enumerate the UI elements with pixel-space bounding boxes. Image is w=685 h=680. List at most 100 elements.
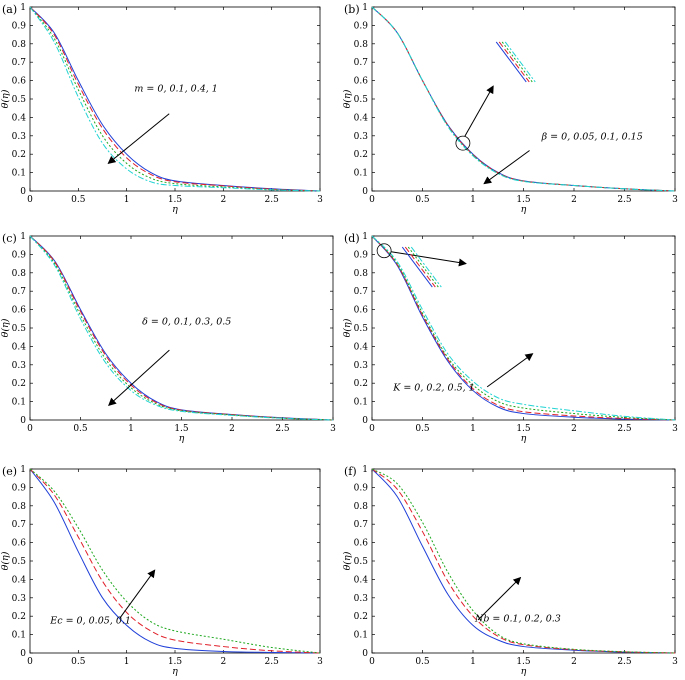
trend-arrow bbox=[107, 113, 170, 165]
y-tick-label: 0.9 bbox=[12, 250, 27, 260]
y-tick-label: 0.5 bbox=[12, 95, 27, 105]
y-tick-label: 0 bbox=[20, 187, 26, 197]
zoom-inset-line-2 bbox=[404, 246, 436, 288]
x-tick-label: 2 bbox=[571, 195, 577, 205]
zoom-inset-line-2 bbox=[498, 41, 530, 83]
x-axis-label: η bbox=[179, 433, 185, 444]
x-tick-label: 1.5 bbox=[168, 657, 183, 667]
x-tick-label: 0.5 bbox=[415, 657, 430, 667]
y-tick-label: 0.9 bbox=[354, 483, 369, 493]
curve-annotation: Nb = 0.1, 0.2, 0.3 bbox=[474, 614, 561, 625]
panel-label: (c) bbox=[2, 232, 17, 245]
y-tick-label: 0.3 bbox=[12, 361, 27, 371]
curve-annotation: Ec = 0, 0.05, 0.1 bbox=[49, 616, 131, 627]
y-axis-label: θ(η) bbox=[0, 318, 11, 337]
series-line-4 bbox=[371, 6, 676, 192]
y-tick-label: 0.4 bbox=[354, 113, 369, 123]
x-axis-label: η bbox=[172, 204, 178, 215]
y-axis-label: θ(η) bbox=[342, 318, 353, 337]
y-tick-label: 0 bbox=[362, 416, 368, 426]
x-tick-label: 1 bbox=[128, 424, 134, 434]
y-tick-label: 0.6 bbox=[354, 77, 369, 87]
x-tick-label: 1 bbox=[470, 424, 476, 434]
y-tick-label: 0.4 bbox=[354, 575, 369, 585]
y-tick-label: 0.8 bbox=[354, 269, 369, 279]
panel-b: (b) 0 0.1 0.2 0.3 0.4 0.5 0.6 0.7 0.8 0.9 1 0 0.5 1 1.5… bbox=[342, 3, 678, 215]
trend-arrow bbox=[486, 353, 534, 388]
zoom-inset-line-3 bbox=[501, 41, 533, 83]
trend-arrow bbox=[483, 150, 530, 185]
y-tick-label: 0.9 bbox=[12, 483, 27, 493]
x-tick-label: 2 bbox=[571, 424, 577, 434]
x-tick-label: 0 bbox=[27, 424, 33, 434]
zoom-circle bbox=[455, 135, 471, 151]
y-tick-label: 0.8 bbox=[12, 40, 27, 50]
zoom-circle bbox=[376, 243, 392, 259]
plot-frame bbox=[29, 235, 334, 421]
zoom-inset-line-3 bbox=[407, 246, 439, 288]
x-tick-label: 1.5 bbox=[516, 657, 531, 667]
panel-label: (e) bbox=[2, 465, 17, 478]
y-tick-label: 0.5 bbox=[354, 324, 369, 334]
y-tick-label: 1 bbox=[20, 232, 26, 242]
y-tick-label: 0.5 bbox=[354, 95, 369, 105]
series-line-3 bbox=[371, 6, 676, 192]
x-tick-label: 0 bbox=[369, 195, 375, 205]
y-tick-label: 0.1 bbox=[12, 631, 26, 641]
y-tick-label: 0.5 bbox=[12, 557, 27, 567]
x-axis-label: η bbox=[521, 433, 527, 444]
y-tick-label: 0.8 bbox=[354, 40, 369, 50]
x-tick-label: 2 bbox=[571, 657, 577, 667]
x-tick-label: 1.5 bbox=[516, 195, 531, 205]
zoom-arrow bbox=[464, 85, 494, 137]
x-tick-label: 1.5 bbox=[174, 424, 189, 434]
series-line-2 bbox=[371, 468, 676, 654]
series-line-2 bbox=[371, 6, 676, 192]
x-tick-label: 2.5 bbox=[617, 424, 632, 434]
y-tick-label: 0.9 bbox=[354, 250, 369, 260]
y-tick-label: 1 bbox=[362, 465, 368, 475]
y-tick-label: 0.4 bbox=[354, 342, 369, 352]
y-tick-label: 0.2 bbox=[12, 379, 26, 389]
series-line-3 bbox=[29, 468, 321, 654]
y-tick-label: 0 bbox=[20, 649, 26, 659]
x-tick-label: 3 bbox=[317, 657, 323, 667]
panel-e: (e) 0 0.1 0.2 0.3 0.4 0.5 0.6 0.7 0.8 0.9 1 0 0.5 1 1.5… bbox=[0, 465, 323, 677]
series-line-2 bbox=[29, 235, 334, 421]
x-tick-label: 1 bbox=[470, 195, 476, 205]
y-axis-label: θ(η) bbox=[0, 551, 11, 570]
curve-annotation: δ = 0, 0.1, 0.3, 0.5 bbox=[142, 316, 231, 327]
y-tick-label: 0 bbox=[20, 416, 26, 426]
x-axis-label: η bbox=[172, 666, 178, 676]
y-tick-label: 0.3 bbox=[354, 594, 369, 604]
x-tick-label: 0 bbox=[369, 657, 375, 667]
y-tick-label: 0.4 bbox=[12, 575, 27, 585]
trend-arrow bbox=[119, 569, 156, 619]
plot-frame bbox=[29, 6, 321, 192]
x-tick-label: 3 bbox=[672, 657, 678, 667]
x-tick-label: 0 bbox=[27, 657, 33, 667]
panel-label: (a) bbox=[2, 3, 17, 16]
plot-frame bbox=[371, 6, 676, 192]
y-tick-label: 0.6 bbox=[12, 539, 27, 549]
series-line-4 bbox=[29, 6, 321, 192]
y-tick-label: 1 bbox=[362, 3, 368, 13]
y-tick-label: 0.3 bbox=[354, 132, 369, 142]
x-tick-label: 0.5 bbox=[71, 195, 86, 205]
x-tick-label: 1 bbox=[124, 657, 130, 667]
x-axis-label: η bbox=[521, 666, 527, 676]
y-tick-label: 0.2 bbox=[354, 150, 368, 160]
trend-arrow bbox=[108, 349, 170, 406]
y-tick-label: 0.2 bbox=[12, 612, 26, 622]
x-tick-label: 2.5 bbox=[265, 657, 280, 667]
x-tick-label: 3 bbox=[672, 424, 678, 434]
x-tick-label: 3 bbox=[672, 195, 678, 205]
plot-frame bbox=[371, 468, 676, 654]
y-tick-label: 0.7 bbox=[354, 520, 369, 530]
x-tick-label: 3 bbox=[317, 195, 323, 205]
panel-d: (d) 0 0.1 0.2 0.3 0.4 0.5 0.6 0.7 0.8 0.9 1 0 0.5 1 1.5… bbox=[342, 232, 678, 444]
y-tick-label: 0.6 bbox=[12, 77, 27, 87]
y-tick-label: 0.1 bbox=[354, 631, 368, 641]
